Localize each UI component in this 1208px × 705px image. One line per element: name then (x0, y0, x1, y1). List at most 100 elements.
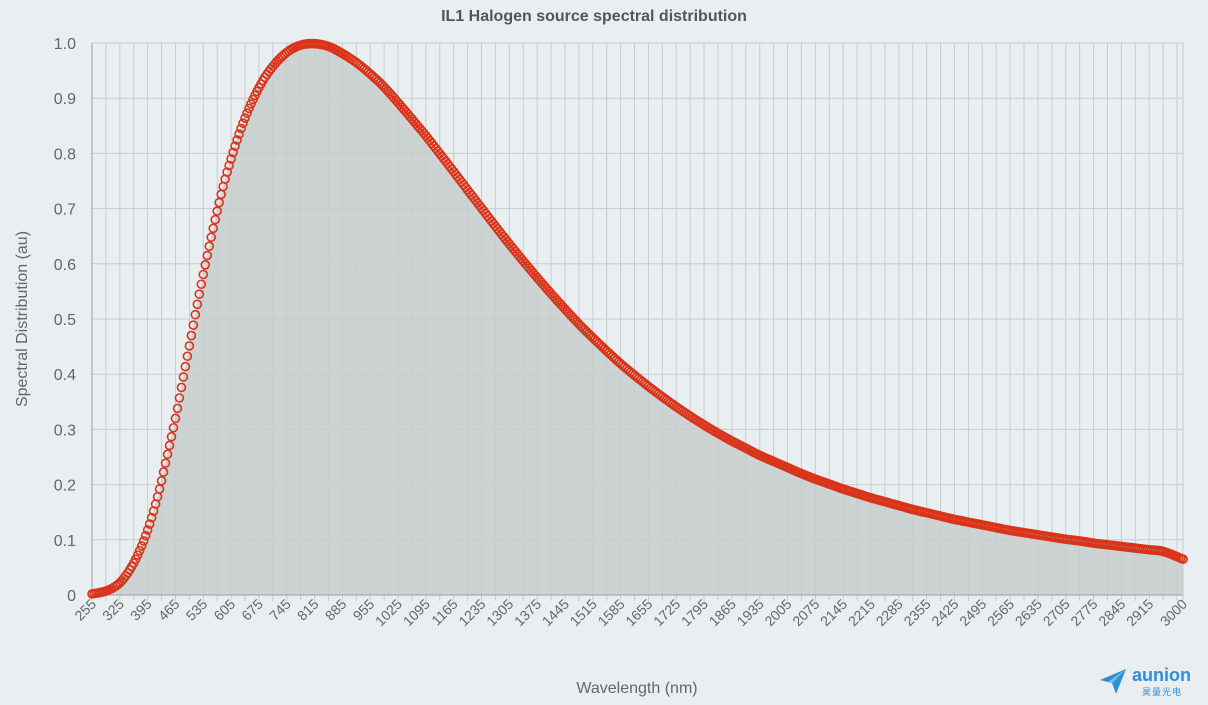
brand-subtitle: 昊量光电 (1142, 687, 1183, 697)
area-fill (92, 43, 1183, 596)
data-point (196, 279, 207, 290)
data-point (146, 512, 157, 523)
data-point (136, 541, 147, 551)
y-tick-label: 0.7 (54, 202, 76, 219)
x-tick-label: 2355 (900, 596, 933, 629)
data-point (222, 167, 232, 177)
data-point (144, 519, 155, 529)
data-point (182, 351, 193, 362)
data-point (142, 525, 153, 535)
x-tick-label: 1095 (400, 596, 433, 629)
x-tick-label: 2005 (761, 596, 794, 629)
data-point (162, 449, 173, 460)
data-point (204, 241, 215, 252)
chart-title: IL1 Halogen source spectral distribution (441, 8, 747, 25)
y-tick-label: 0.9 (54, 91, 76, 108)
data-point (172, 403, 183, 414)
data-point (132, 550, 143, 560)
y-tick-label: 0 (67, 588, 76, 605)
data-point (238, 118, 248, 128)
x-tick-label: 1795 (678, 596, 711, 629)
data-point (1178, 554, 1188, 564)
brand-name: aunion (1132, 665, 1191, 685)
data-point (174, 393, 185, 403)
y-tick-label: 0.4 (54, 367, 76, 384)
data-points (87, 38, 1188, 599)
y-tick-label: 0.3 (54, 422, 76, 439)
data-point (186, 330, 197, 341)
x-tick-label: 2635 (1012, 596, 1045, 629)
x-tick-label: 2215 (845, 596, 878, 629)
x-tick-labels: 255 325 395 465 535 605 675 745 815 885 9551025109… (71, 596, 1190, 629)
x-tick-label: 1445 (539, 596, 572, 629)
data-point (240, 113, 250, 123)
data-point (224, 160, 234, 171)
x-tick-label: 605 (210, 596, 238, 624)
x-tick-label: 1165 (428, 596, 461, 629)
x-tick-label: 745 (266, 596, 294, 624)
data-point (134, 545, 145, 556)
x-tick-label: 1305 (483, 596, 516, 629)
data-point (170, 413, 181, 424)
x-tick-label: 2705 (1040, 596, 1073, 629)
data-point (140, 530, 151, 541)
paper-plane-icon (1100, 669, 1126, 694)
data-point (210, 214, 221, 225)
data-point (164, 440, 175, 451)
x-tick-label: 1235 (455, 596, 488, 629)
data-point (202, 250, 213, 261)
y-tick-label: 0.5 (54, 312, 76, 329)
y-tick-label: 0.6 (54, 257, 76, 274)
data-point (176, 382, 187, 393)
x-tick-label: 1025 (372, 596, 405, 629)
data-point (168, 422, 179, 433)
data-point (158, 467, 169, 477)
x-tick-label: 1515 (567, 596, 600, 629)
data-point (208, 223, 219, 234)
y-tick-labels: 0 0.1 0.2 0.3 0.4 0.5 0.6 0.7 0.8 0.9 1.0 (54, 36, 76, 605)
x-tick-label: 1935 (733, 596, 766, 629)
data-point (228, 147, 238, 158)
y-tick-label: 1.0 (54, 36, 76, 53)
data-point (206, 232, 217, 243)
x-tick-label: 2845 (1095, 596, 1128, 629)
data-point (234, 129, 244, 139)
x-tick-label: 1865 (706, 596, 739, 629)
data-point (184, 341, 195, 351)
data-point (244, 103, 254, 114)
x-tick-label: 2285 (873, 596, 906, 629)
y-tick-label: 0.1 (54, 533, 76, 550)
data-point (188, 320, 199, 330)
x-tick-label: 675 (238, 596, 266, 624)
data-point (160, 458, 171, 468)
data-point (212, 206, 222, 216)
x-tick-label: 2145 (817, 596, 850, 629)
data-point (236, 123, 246, 134)
x-tick-label: 3000 (1157, 596, 1190, 629)
data-point (178, 372, 189, 382)
y-tick-label: 0.8 (54, 146, 76, 163)
x-tick-label: 535 (183, 596, 211, 624)
x-tick-label: 2775 (1067, 596, 1100, 629)
x-tick-label: 1655 (622, 596, 655, 629)
x-tick-label: 2075 (789, 596, 822, 629)
x-tick-label: 885 (322, 596, 350, 624)
y-axis-label: Spectral Distribution (au) (14, 231, 31, 407)
x-axis-label: Wavelength (nm) (576, 680, 697, 697)
data-point (190, 309, 201, 320)
x-tick-label: 465 (155, 596, 183, 624)
x-tick-label: 815 (294, 596, 322, 624)
data-point (166, 431, 177, 442)
data-point (226, 154, 236, 164)
data-point (194, 289, 205, 299)
data-point (156, 475, 167, 486)
y-tick-label: 0.2 (54, 478, 76, 495)
x-tick-label: 2915 (1123, 596, 1156, 629)
x-tick-label: 395 (127, 596, 155, 624)
data-point (242, 108, 252, 118)
area-layer (92, 43, 1183, 596)
data-point (192, 299, 203, 310)
x-tick-label: 1375 (511, 596, 544, 629)
x-tick-label: 1585 (594, 596, 627, 629)
